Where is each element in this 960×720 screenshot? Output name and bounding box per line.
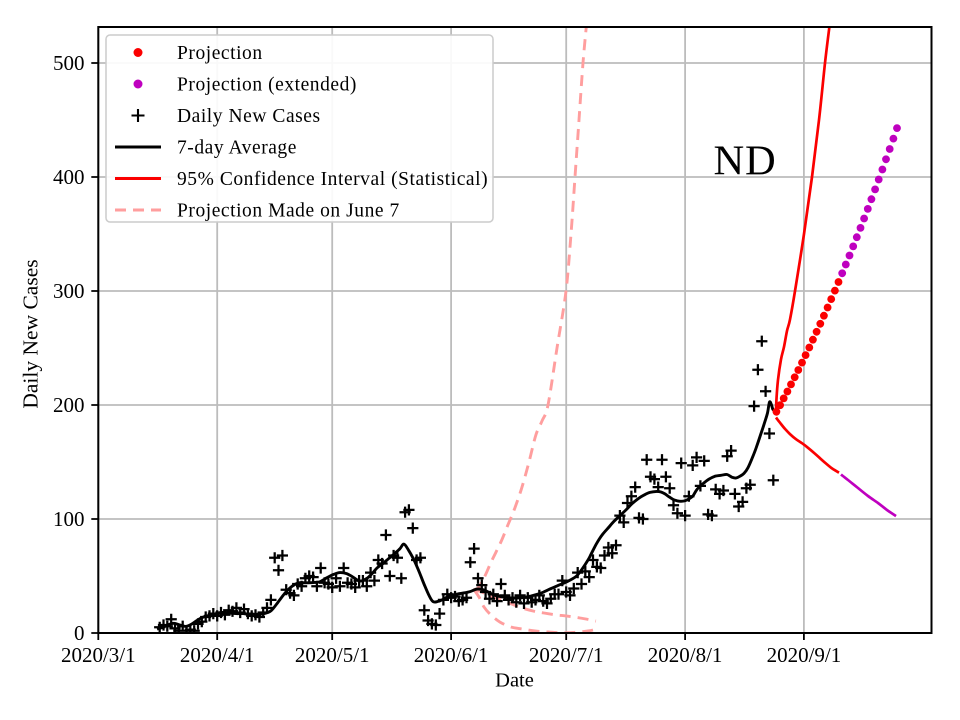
svg-text:200: 200	[53, 393, 85, 417]
svg-text:Projection: Projection	[177, 43, 263, 64]
svg-text:Projection (extended): Projection (extended)	[177, 75, 357, 96]
svg-text:Date: Date	[495, 670, 534, 692]
svg-text:0: 0	[74, 621, 85, 645]
svg-text:ND: ND	[714, 138, 777, 185]
svg-text:300: 300	[53, 279, 85, 303]
svg-text:2020/7/1: 2020/7/1	[529, 643, 604, 667]
svg-text:2020/4/1: 2020/4/1	[180, 643, 255, 667]
svg-text:500: 500	[53, 51, 85, 75]
svg-text:2020/3/1: 2020/3/1	[61, 643, 136, 667]
svg-text:Daily New Cases: Daily New Cases	[19, 259, 43, 408]
svg-text:400: 400	[53, 165, 85, 189]
svg-text:7-day Average: 7-day Average	[177, 138, 297, 159]
svg-text:Daily New Cases: Daily New Cases	[177, 106, 321, 127]
svg-text:100: 100	[53, 507, 85, 531]
svg-text:2020/8/1: 2020/8/1	[648, 643, 723, 667]
svg-text:Projection Made on June 7: Projection Made on June 7	[177, 201, 400, 222]
svg-text:2020/5/1: 2020/5/1	[295, 643, 370, 667]
svg-text:95% Confidence Interval (Stati: 95% Confidence Interval (Statistical)	[177, 169, 488, 190]
svg-text:2020/6/1: 2020/6/1	[414, 643, 489, 667]
svg-text:2020/9/1: 2020/9/1	[767, 643, 842, 667]
